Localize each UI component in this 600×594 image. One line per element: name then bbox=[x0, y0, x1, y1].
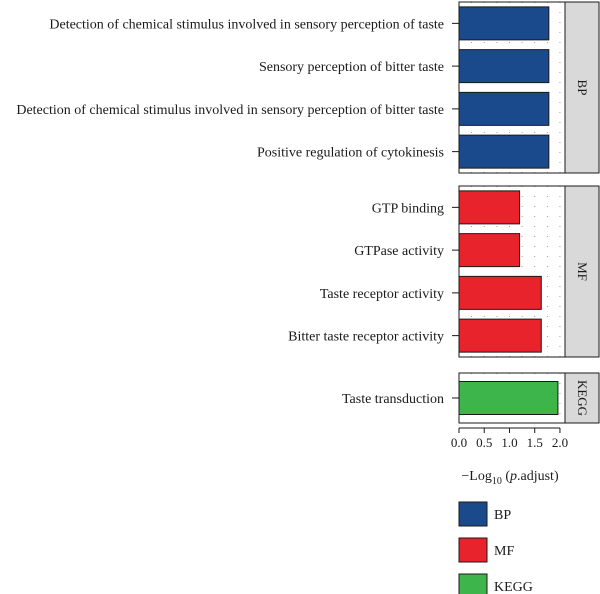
facet-strip bbox=[564, 372, 600, 424]
category-label: GTPase activity bbox=[354, 244, 444, 259]
x-axis-label-open: ( bbox=[502, 469, 511, 484]
category-label: Detection of chemical stimulus involved … bbox=[16, 103, 444, 118]
legend-swatch bbox=[458, 573, 488, 594]
facet-strip bbox=[564, 1, 600, 174]
x-axis-label-rest: .adjust) bbox=[517, 469, 559, 484]
x-tick-label: 1.5 bbox=[527, 435, 543, 450]
legend-swatch bbox=[458, 537, 488, 563]
category-label: GTP binding bbox=[372, 201, 444, 216]
bar bbox=[458, 233, 521, 268]
category-label: Detection of chemical stimulus involved … bbox=[49, 17, 444, 32]
legend-label: BP bbox=[494, 508, 511, 523]
bar bbox=[458, 381, 559, 415]
panel-bp: Detection of chemical stimulus involved … bbox=[16, 1, 600, 174]
x-axis-label-subscript: 10 bbox=[492, 476, 502, 487]
legend-label: KEGG bbox=[494, 580, 533, 594]
category-label: Positive regulation of cytokinesis bbox=[257, 146, 444, 161]
bar bbox=[458, 91, 550, 126]
category-label: Bitter taste receptor activity bbox=[288, 330, 444, 345]
facet-strip-label: KEGG bbox=[575, 380, 590, 416]
facet-strip bbox=[564, 185, 600, 358]
bar bbox=[458, 318, 542, 353]
category-label: Taste receptor activity bbox=[320, 287, 444, 302]
category-label: Taste transduction bbox=[342, 392, 444, 407]
x-axis-label-prefix: −Log bbox=[461, 469, 491, 484]
x-tick-label: 0.0 bbox=[451, 435, 467, 450]
category-label: Sensory perception of bitter taste bbox=[259, 60, 444, 75]
panel-kegg: Taste transduction KEGG bbox=[342, 372, 600, 424]
panel-mf: GTP binding GTPase activity Taste receptor… bbox=[288, 185, 600, 358]
bar bbox=[458, 190, 521, 225]
x-axis-label-italic: p bbox=[509, 469, 517, 484]
facet-strip-label: MF bbox=[575, 262, 590, 281]
bar bbox=[458, 49, 550, 84]
x-axis-label: −Log10 (p.adjust) bbox=[461, 469, 559, 487]
x-tick-label: 0.5 bbox=[476, 435, 492, 450]
bar bbox=[458, 275, 542, 310]
bar bbox=[458, 134, 550, 169]
panels: Detection of chemical stimulus involved … bbox=[16, 1, 600, 424]
x-axis: 0.0 0.5 1.0 1.5 2.0 bbox=[451, 427, 568, 450]
x-tick-label: 1.0 bbox=[501, 435, 517, 450]
x-tick-label: 2.0 bbox=[552, 435, 568, 450]
bar bbox=[458, 6, 550, 41]
legend-swatch bbox=[458, 501, 488, 527]
facet-strip-label: BP bbox=[575, 80, 590, 96]
legend: BP MF KEGG bbox=[458, 501, 533, 594]
legend-label: MF bbox=[494, 544, 514, 559]
